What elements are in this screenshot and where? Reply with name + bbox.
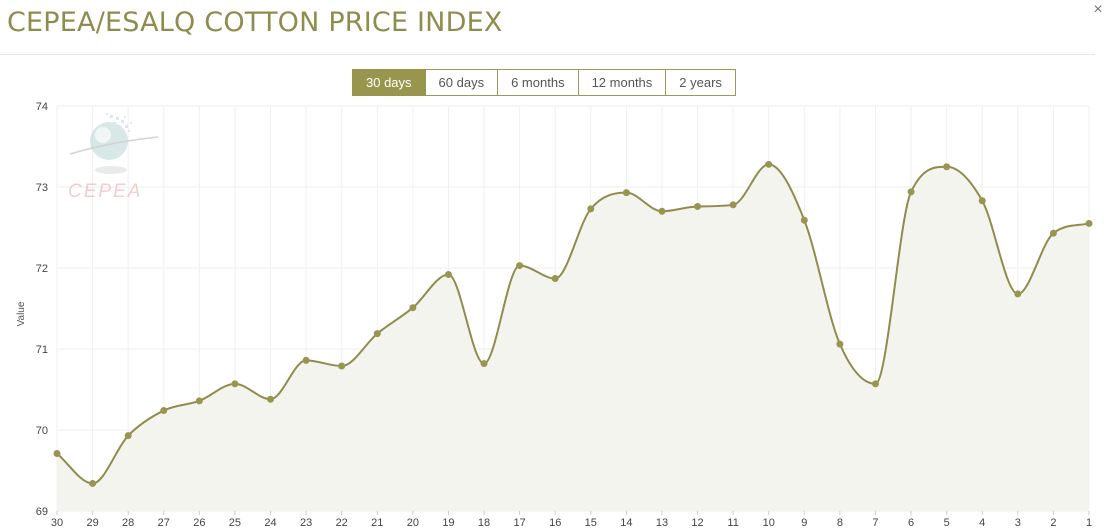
- y-axis-ticks: 69 70 71 72 73 74: [36, 101, 48, 518]
- x-tick-label: 3: [1015, 517, 1021, 529]
- y-tick-label: 72: [36, 263, 48, 275]
- x-tick-label: 10: [763, 517, 775, 529]
- x-tick-label: 15: [585, 517, 597, 529]
- data-point-14: [622, 189, 630, 197]
- x-tick-label: 28: [122, 517, 134, 529]
- data-point-7: [871, 380, 879, 388]
- series-area: [57, 164, 1089, 511]
- data-point-16: [551, 275, 559, 283]
- data-point-9: [800, 216, 808, 224]
- x-tick-label: 30: [51, 517, 63, 529]
- x-tick-label: 7: [872, 517, 878, 529]
- tab-12-months[interactable]: 12 months: [578, 69, 667, 96]
- data-point-23: [302, 356, 310, 364]
- x-tick-label: 14: [620, 517, 632, 529]
- data-point-6: [907, 188, 915, 196]
- x-tick-label: 20: [407, 517, 419, 529]
- y-tick-label: 74: [36, 101, 48, 113]
- series-points: [53, 160, 1093, 487]
- data-point-30: [53, 449, 61, 457]
- data-point-3: [1014, 290, 1022, 298]
- data-point-19: [444, 270, 452, 278]
- x-tick-label: 26: [193, 517, 205, 529]
- x-tick-label: 8: [837, 517, 843, 529]
- data-point-8: [836, 340, 844, 348]
- x-tick-label: 27: [158, 517, 170, 529]
- x-tick-label: 17: [513, 517, 525, 529]
- tab-6-months[interactable]: 6 months: [498, 69, 579, 96]
- x-tick-label: 25: [229, 517, 241, 529]
- data-point-26: [195, 397, 203, 405]
- data-point-21: [373, 330, 381, 338]
- data-point-22: [338, 362, 346, 370]
- x-tick-label: 1: [1086, 517, 1092, 529]
- x-tick-label: 23: [300, 517, 312, 529]
- x-tick-label: 24: [264, 517, 276, 529]
- x-tick-label: 19: [442, 517, 454, 529]
- data-point-2: [1049, 229, 1057, 237]
- x-tick-label: 2: [1050, 517, 1056, 529]
- data-point-10: [765, 160, 773, 168]
- data-point-18: [480, 360, 488, 368]
- x-tick-label: 16: [549, 517, 561, 529]
- data-point-12: [694, 202, 702, 210]
- y-tick-label: 69: [36, 506, 48, 518]
- range-tabs: 30 days 60 days 6 months 12 months 2 yea…: [352, 69, 736, 96]
- x-tick-label: 22: [336, 517, 348, 529]
- x-tick-label: 18: [478, 517, 490, 529]
- cepea-logo: CEPEA: [68, 113, 159, 202]
- data-point-11: [729, 201, 737, 209]
- y-tick-label: 70: [36, 425, 48, 437]
- x-tick-label: 13: [656, 517, 668, 529]
- data-point-28: [124, 432, 132, 440]
- y-axis-label: Value: [16, 301, 27, 326]
- x-tick-label: 4: [979, 517, 985, 529]
- data-point-5: [943, 163, 951, 171]
- page-title: CEPEA/ESALQ COTTON PRICE INDEX: [7, 7, 503, 38]
- x-tick-label: 9: [801, 517, 807, 529]
- x-tick-label: 11: [727, 517, 738, 529]
- tab-30-days[interactable]: 30 days: [352, 69, 426, 96]
- data-point-17: [516, 262, 524, 270]
- data-point-4: [978, 197, 986, 205]
- x-tick-label: 21: [371, 517, 383, 529]
- data-point-20: [409, 304, 417, 312]
- x-tick-label: 6: [908, 517, 914, 529]
- data-point-29: [89, 479, 97, 487]
- header-divider: [0, 54, 1095, 55]
- data-point-15: [587, 205, 595, 213]
- tab-2-years[interactable]: 2 years: [666, 69, 736, 96]
- data-point-27: [160, 407, 168, 415]
- x-tick-label: 12: [691, 517, 703, 529]
- data-point-1: [1085, 219, 1093, 227]
- close-icon[interactable]: ×: [1093, 1, 1103, 18]
- data-point-25: [231, 380, 239, 388]
- cepea-logo-text: CEPEA: [68, 181, 142, 202]
- y-tick-label: 73: [36, 182, 48, 194]
- data-point-13: [658, 207, 666, 215]
- tab-60-days[interactable]: 60 days: [425, 69, 499, 96]
- x-tick-label: 5: [944, 517, 950, 529]
- x-axis-ticks: 30 29 28 27 26 25 24 23 22 21 20 19 18 17 16 15 14 13 12 11…: [51, 511, 1092, 529]
- y-tick-label: 71: [36, 344, 48, 356]
- x-tick-label: 29: [86, 517, 98, 529]
- data-point-24: [267, 395, 275, 403]
